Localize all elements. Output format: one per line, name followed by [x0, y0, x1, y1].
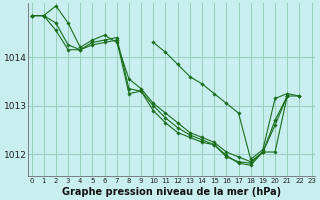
- X-axis label: Graphe pression niveau de la mer (hPa): Graphe pression niveau de la mer (hPa): [62, 187, 281, 197]
